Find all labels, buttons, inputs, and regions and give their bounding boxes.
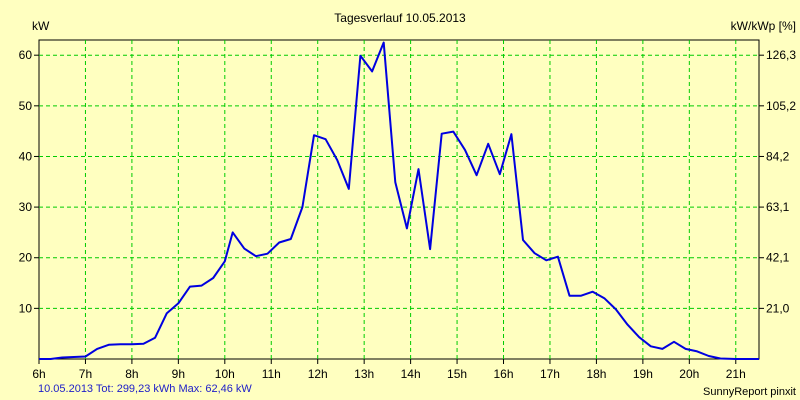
y-tick-label-right: 126,3 — [766, 48, 796, 62]
x-tick-label: 12h — [308, 367, 328, 381]
x-tick-label: 6h — [32, 367, 45, 381]
x-tick-label: 20h — [679, 367, 699, 381]
y-tick-label-right: 21,0 — [766, 301, 790, 315]
x-tick-label: 21h — [726, 367, 746, 381]
x-tick-label: 7h — [79, 367, 92, 381]
y-tick-label-right: 105,2 — [766, 99, 796, 113]
x-tick-label: 19h — [633, 367, 653, 381]
footer-brand: SunnyReport pinxit — [703, 386, 796, 398]
axis-labels: 6h 7h 8h 9h 10h 11h 12h 13h 14h 15h 16h 17h 18h 19h 20… — [19, 48, 797, 381]
y-tick-label-left: 50 — [19, 99, 33, 113]
y-axis-left-label: kW — [32, 19, 50, 33]
chart-title: Tagesverlauf 10.05.2013 — [334, 11, 466, 25]
x-tick-label: 8h — [125, 367, 138, 381]
footer-summary: 10.05.2013 Tot: 299,23 kWh Max: 62,46 kW — [38, 383, 252, 395]
x-tick-label: 10h — [215, 367, 235, 381]
y-axis-right-label: kW/kWp [%] — [731, 19, 796, 33]
y-tick-label-left: 10 — [19, 301, 33, 315]
y-tick-label-left: 30 — [19, 200, 33, 214]
x-tick-label: 15h — [447, 367, 467, 381]
y-tick-label-left: 40 — [19, 149, 33, 163]
y-tick-label-left: 60 — [19, 48, 33, 62]
grid — [39, 40, 759, 359]
x-tick-label: 9h — [172, 367, 185, 381]
series-line — [39, 41, 759, 360]
axis-ticks — [34, 54, 764, 364]
x-tick-label: 18h — [586, 367, 606, 381]
y-tick-label-right: 63,1 — [766, 200, 790, 214]
x-tick-label: 14h — [401, 367, 421, 381]
y-tick-label-left: 20 — [19, 251, 33, 265]
y-tick-label-right: 84,2 — [766, 149, 790, 163]
x-tick-label: 17h — [540, 367, 560, 381]
x-tick-label: 13h — [354, 367, 374, 381]
y-tick-label-right: 42,1 — [766, 251, 790, 265]
x-tick-label: 16h — [494, 367, 514, 381]
x-tick-label: 11h — [262, 367, 281, 381]
